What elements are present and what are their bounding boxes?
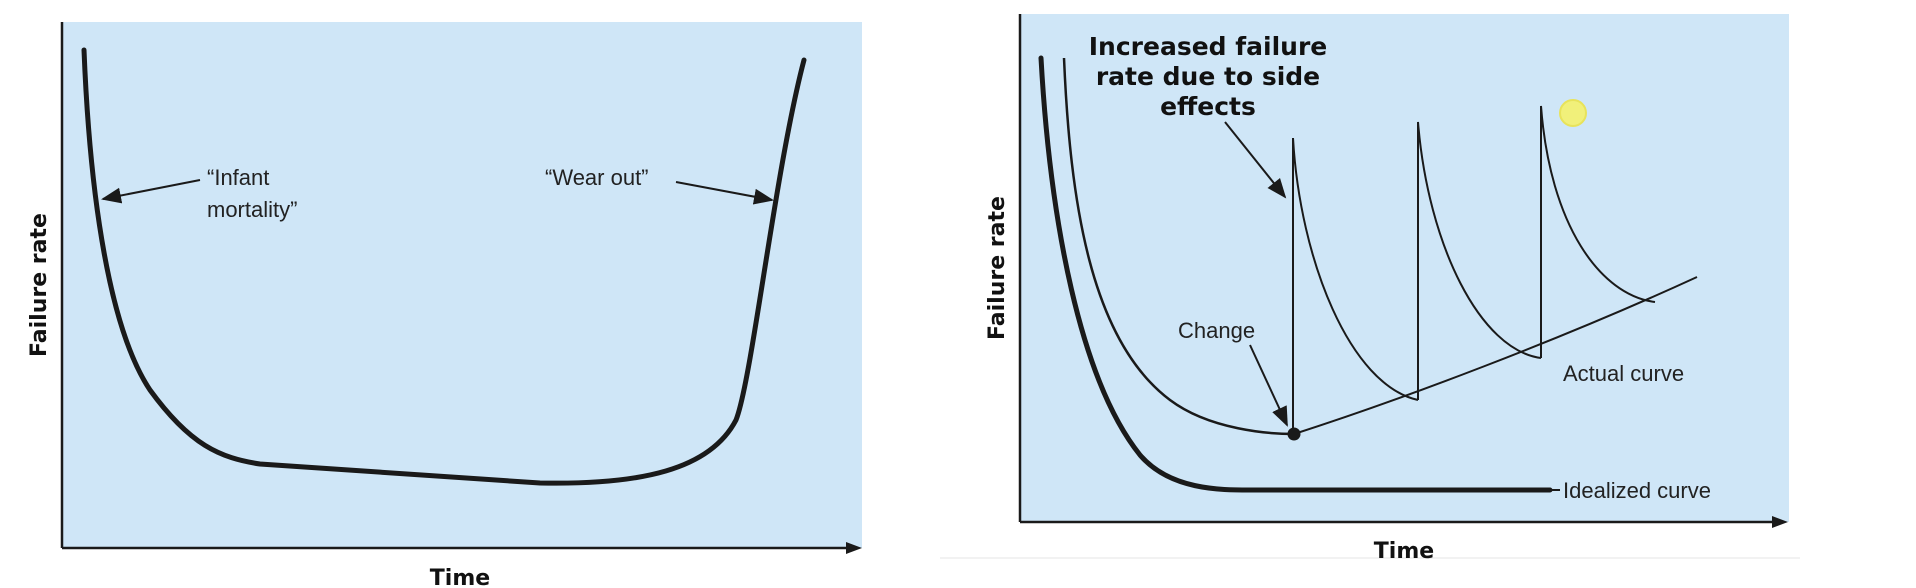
- left-y-axis-title: Failure rate: [27, 213, 52, 357]
- infant-mortality-label-line2: mortality”: [207, 197, 297, 222]
- side-effect-spike-2: [1417, 121, 1542, 400]
- infant-mortality-label-line1: “Infant: [207, 165, 269, 190]
- side-effects-label-line2: rate due to side: [1096, 62, 1320, 91]
- right-y-axis-title: Failure rate: [985, 196, 1010, 340]
- side-effect-spike-3: [1540, 105, 1656, 358]
- right-x-axis-title: Time: [1374, 539, 1434, 564]
- wear-out-arrow: [675, 181, 774, 205]
- change-arrow: [1249, 344, 1288, 427]
- side-effects-label-line1: Increased failure: [1089, 32, 1327, 61]
- bathtub-curve: [81, 47, 807, 486]
- side-effects-label-line3: effects: [1160, 92, 1256, 121]
- wear-out-label: “Wear out”: [545, 165, 649, 190]
- left-chart: “Infant mortality” “Wear out” Failure ra…: [27, 22, 862, 588]
- change-label: Change: [1178, 318, 1255, 343]
- left-plot-background: [62, 22, 862, 548]
- change-point-marker: [1287, 427, 1301, 441]
- actual-curve-baseline: [1293, 276, 1698, 435]
- left-x-axis-title: Time: [430, 566, 490, 588]
- left-x-axis-arrow: [846, 542, 862, 554]
- highlight-dot: [1559, 99, 1587, 127]
- actual-curve: [1062, 57, 1295, 436]
- side-effect-spike-1: [1292, 137, 1419, 434]
- idealized-curve: [1038, 55, 1553, 493]
- right-chart: Increased failure rate due to side effec…: [940, 14, 1800, 564]
- right-x-axis-arrow: [1772, 516, 1788, 528]
- right-plot-background: [1020, 14, 1789, 522]
- idealized-curve-label: Idealized curve: [1563, 478, 1711, 503]
- side-effects-arrow: [1224, 121, 1287, 199]
- infant-mortality-arrow: [101, 179, 201, 204]
- actual-curve-label: Actual curve: [1563, 361, 1684, 386]
